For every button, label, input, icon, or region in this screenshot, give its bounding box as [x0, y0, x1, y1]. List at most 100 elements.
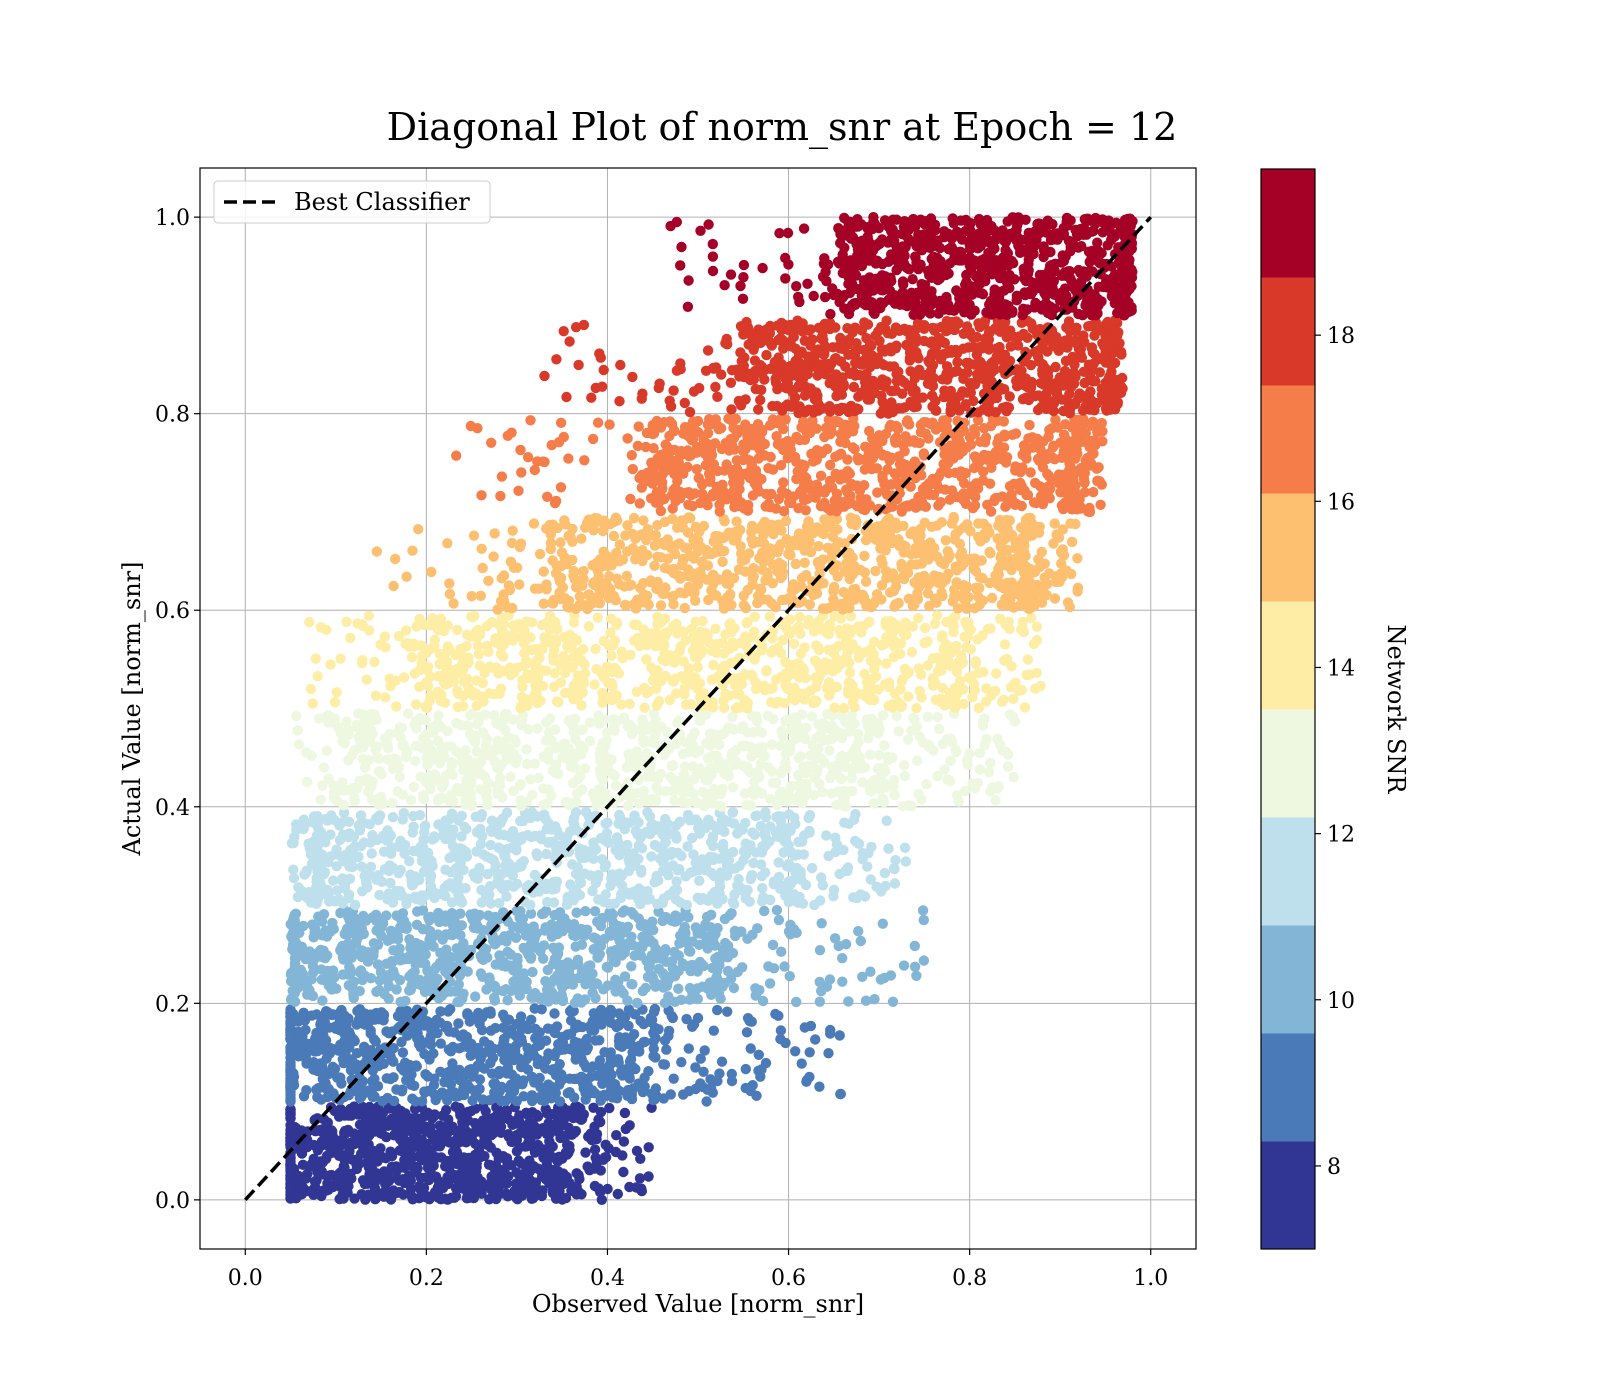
data-point [552, 970, 563, 981]
data-point [433, 793, 445, 804]
data-point [551, 696, 563, 707]
data-point [327, 1009, 338, 1020]
data-point [404, 971, 415, 982]
data-point [804, 827, 815, 838]
data-point [354, 742, 365, 754]
data-point [1018, 626, 1030, 638]
data-point [381, 910, 392, 921]
data-point [800, 673, 811, 684]
data-point [881, 658, 892, 669]
data-point [414, 1192, 426, 1203]
data-point [747, 929, 758, 940]
data-point [348, 976, 360, 987]
data-point [397, 1047, 409, 1058]
data-point [392, 786, 403, 797]
data-point [404, 856, 415, 867]
data-point [750, 847, 762, 858]
data-point [368, 950, 379, 961]
data-point [864, 784, 875, 796]
data-point [391, 910, 402, 921]
data-point [719, 817, 730, 828]
data-point [466, 773, 477, 785]
data-point [901, 669, 912, 680]
data-point [638, 785, 649, 797]
data-point [611, 619, 622, 630]
data-point [916, 692, 927, 703]
data-point [921, 779, 932, 790]
data-point [565, 714, 576, 726]
data-point [983, 767, 995, 778]
data-point [285, 1133, 296, 1145]
data-point [554, 1059, 565, 1070]
data-point [929, 618, 941, 629]
data-point [765, 821, 776, 832]
data-point [653, 875, 664, 886]
data-point [502, 1015, 513, 1026]
data-point [643, 1142, 654, 1153]
data-point [285, 1084, 296, 1095]
data-point [614, 842, 626, 853]
data-point [671, 738, 682, 749]
data-point [557, 1036, 569, 1047]
data-point [439, 1193, 451, 1204]
data-point [571, 726, 582, 737]
data-point [879, 740, 890, 751]
data-point [773, 857, 784, 868]
data-point [458, 1041, 469, 1052]
data-point [712, 638, 723, 650]
data-point [741, 1027, 753, 1038]
data-point [585, 960, 596, 971]
data-point [794, 621, 805, 632]
data-point [608, 922, 620, 933]
data-point [533, 1054, 544, 1066]
data-point [847, 697, 859, 708]
data-point [675, 671, 687, 682]
data-point [285, 1160, 296, 1172]
data-point [717, 838, 729, 850]
data-point [391, 756, 402, 767]
data-point [742, 1013, 754, 1024]
data-point [703, 814, 714, 825]
data-point [381, 1131, 392, 1143]
data-point [771, 904, 783, 916]
data-point [435, 1089, 446, 1101]
data-point [571, 1073, 583, 1085]
data-point [439, 752, 450, 763]
data-point [744, 896, 755, 907]
data-point [408, 810, 419, 822]
data-point [687, 645, 699, 656]
data-point [323, 773, 334, 784]
data-point [684, 994, 696, 1005]
data-point [571, 1168, 582, 1179]
data-point [339, 1162, 350, 1173]
data-point [824, 974, 836, 985]
data-point [372, 741, 383, 752]
data-point [775, 1025, 787, 1036]
data-point [717, 853, 729, 864]
data-point [659, 1035, 671, 1046]
data-point [857, 777, 868, 788]
data-point [624, 1181, 635, 1193]
data-point [865, 643, 877, 655]
data-point [784, 971, 795, 982]
data-point [465, 1105, 477, 1117]
data-point [670, 894, 682, 905]
data-point [386, 1113, 397, 1125]
data-point [653, 1024, 664, 1035]
data-point [452, 701, 463, 713]
data-point [375, 967, 387, 978]
data-point [536, 1171, 548, 1182]
data-point [501, 936, 512, 947]
data-point [312, 890, 323, 901]
data-point [686, 732, 697, 743]
data-point [548, 1152, 559, 1163]
data-point [747, 827, 758, 838]
data-point [385, 1146, 396, 1157]
data-point [571, 797, 582, 808]
data-point [418, 1182, 430, 1194]
data-point [757, 995, 769, 1007]
data-point [321, 1046, 332, 1057]
data-point [1007, 711, 1018, 722]
data-point [835, 1088, 846, 1100]
data-point [637, 931, 648, 943]
